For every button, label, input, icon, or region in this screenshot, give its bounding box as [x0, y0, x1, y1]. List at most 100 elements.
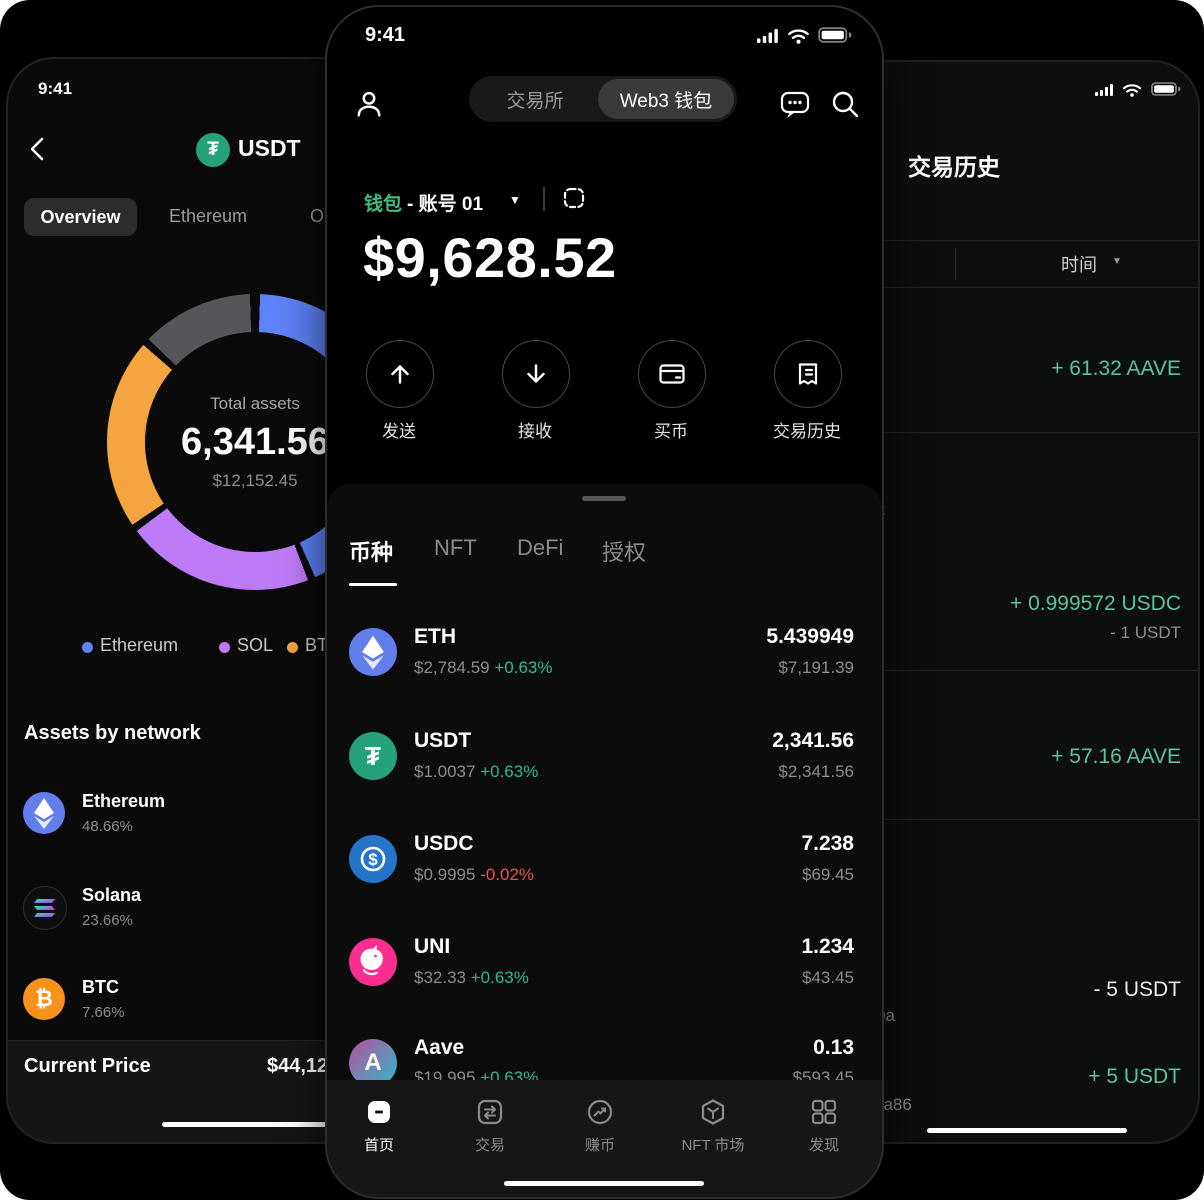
battery-icon [1151, 82, 1181, 96]
tab-exchange[interactable]: 交易所 [506, 90, 564, 112]
coin-price: $0.9995 [414, 865, 476, 884]
discover-grid-icon [810, 1098, 838, 1126]
wifi-icon [787, 28, 810, 44]
tab-ethereum[interactable]: Ethereum [169, 206, 248, 226]
back-chevron-icon [24, 133, 52, 165]
coin-price-change: $32.33 +0.63% [414, 968, 529, 988]
coin-price: $32.33 [414, 968, 466, 987]
current-price-bar: Current Price $44,12 [8, 1040, 348, 1142]
network-percent: 23.66% [82, 912, 133, 929]
account-name[interactable]: - 账号 01 [407, 194, 484, 215]
bottom-nav: 首页 交易 赚币 NFT 市场 [327, 1080, 882, 1197]
coin-price: $2,784.59 [414, 658, 490, 677]
search-icon[interactable] [829, 88, 861, 120]
status-time: 9:41 [38, 79, 73, 98]
nav-label: 首页 [363, 1137, 394, 1154]
tab-partial[interactable]: O [310, 206, 325, 226]
assets-by-network-heading: Assets by network [24, 722, 201, 744]
legend-dot-ethereum [82, 642, 93, 653]
ethereum-network-icon [23, 792, 65, 834]
nav-home[interactable]: 首页 [334, 1098, 424, 1155]
coin-name: USDT [414, 729, 472, 752]
coin-name: USDC [414, 832, 474, 855]
coin-amount: 7.238 [801, 832, 854, 855]
tab-defi[interactable]: DeFi [517, 535, 564, 560]
divider [850, 670, 1198, 671]
account-caret-icon: ▼ [509, 193, 521, 207]
nav-label: 赚币 [584, 1137, 615, 1154]
coin-change: +0.63% [470, 968, 529, 987]
chat-icon[interactable] [779, 88, 811, 120]
nav-earn[interactable]: 赚币 [555, 1098, 645, 1155]
profile-icon[interactable] [352, 87, 386, 121]
coin-change: +0.63% [480, 762, 539, 781]
home-indicator [162, 1122, 348, 1127]
coin-change: +0.63% [494, 658, 553, 677]
coin-name: UNI [414, 935, 451, 958]
status-time: 9:41 [365, 24, 406, 46]
network-percent: 7.66% [82, 1004, 125, 1021]
eth-coin-icon [349, 628, 397, 676]
btc-network-icon: ₿ [23, 978, 65, 1020]
network-name: BTC [82, 977, 119, 997]
usdt-coin-icon: ₮ [196, 133, 230, 167]
nav-trade[interactable]: 交易 [445, 1098, 535, 1155]
network-percent: 48.66% [82, 818, 133, 835]
time-filter[interactable]: 时间 [1061, 255, 1097, 275]
transaction-amount[interactable]: + 61.32 AAVE [1051, 357, 1181, 380]
coin-price-change: $0.9995 -0.02% [414, 865, 534, 885]
total-assets-value: 6,341.56 [181, 420, 329, 463]
total-assets-usd: $12,152.45 [212, 470, 298, 490]
coin-change: -0.02% [480, 865, 535, 884]
tab-nft[interactable]: NFT [434, 535, 477, 560]
coin-price-change: $2,784.59 +0.63% [414, 658, 553, 678]
current-price-label: Current Price [24, 1055, 151, 1077]
home-icon [365, 1098, 393, 1126]
network-name: Solana [82, 885, 142, 905]
arrow-up-icon [366, 340, 434, 408]
divider [850, 819, 1198, 820]
coin-amount: 0.13 [813, 1036, 854, 1059]
scan-wallet-icon[interactable] [561, 185, 587, 211]
uni-coin-icon [349, 938, 397, 986]
total-assets-label: Total assets [210, 393, 300, 413]
coin-amount: 2,341.56 [772, 729, 854, 752]
back-button[interactable] [24, 133, 52, 165]
transaction-amount[interactable]: + 5 USDT [1088, 1065, 1181, 1088]
tab-approvals[interactable]: 授权 [602, 540, 647, 565]
trade-icon [476, 1098, 504, 1126]
coin-amount: 5.439949 [766, 625, 854, 648]
transaction-amount[interactable]: + 57.16 AAVE [1051, 745, 1181, 768]
nav-discover[interactable]: 发现 [779, 1098, 869, 1155]
coin-price: $1.0037 [414, 762, 476, 781]
page-title: USDT [238, 135, 301, 161]
coin-value: $2,341.56 [778, 762, 854, 781]
home-indicator [504, 1181, 704, 1186]
wallet-label[interactable]: 钱包 [364, 194, 403, 215]
solana-network-icon [23, 886, 67, 930]
nav-label: NFT 市场 [681, 1137, 745, 1154]
nav-label: 交易 [474, 1137, 505, 1154]
coin-name: ETH [414, 625, 456, 648]
legend-label-ethereum: Ethereum [100, 635, 179, 655]
action-label: 交易历史 [773, 422, 841, 441]
tab-coins[interactable]: 币种 [349, 540, 394, 565]
tab-overview[interactable]: Overview [24, 198, 137, 236]
card-icon [638, 340, 706, 408]
transaction-sub-amount: - 1 USDT [1110, 623, 1181, 642]
transaction-history-title: 交易历史 [908, 154, 1000, 180]
wifi-icon [1122, 83, 1142, 97]
usdt-coin-icon: ₮ [349, 732, 397, 780]
divider [543, 187, 545, 211]
nav-nft-market[interactable]: NFT 市场 [668, 1098, 758, 1155]
signal-icon [1095, 84, 1114, 96]
aave-coin-icon: A [349, 1039, 397, 1087]
right-phone: 交易历史 ▼ 时间 ▼ + 61.32 AAVE 0 C + 0.999572 … [850, 60, 1200, 1144]
drag-handle[interactable] [582, 496, 626, 501]
document-icon [774, 340, 842, 408]
tab-web3-wallet[interactable]: Web3 钱包 [598, 79, 734, 119]
divider [850, 432, 1198, 433]
transaction-amount[interactable]: - 5 USDT [1093, 978, 1181, 1001]
transaction-amount[interactable]: + 0.999572 USDC [1009, 592, 1181, 615]
